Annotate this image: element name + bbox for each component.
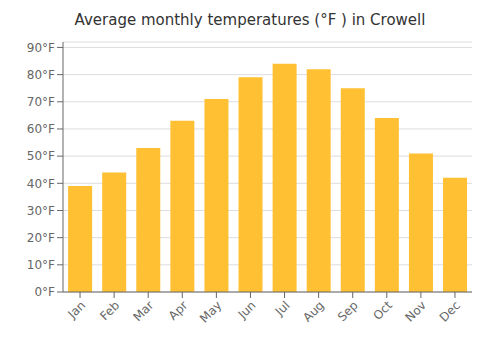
- svg-text:May: May: [197, 298, 224, 325]
- svg-text:Feb: Feb: [97, 298, 122, 323]
- svg-text:40°F: 40°F: [27, 177, 55, 191]
- svg-text:Jul: Jul: [272, 298, 293, 319]
- svg-text:80°F: 80°F: [27, 68, 55, 82]
- svg-text:30°F: 30°F: [27, 204, 55, 218]
- html-text:Average monthly temperatures (: Average monthly temperatures (°F ) in Cr…: [74, 11, 426, 29]
- svg-text:Jun: Jun: [235, 298, 259, 322]
- svg-text:Aug: Aug: [300, 298, 326, 324]
- svg-text:Sep: Sep: [335, 298, 361, 324]
- svg-text:10°F: 10°F: [27, 258, 55, 272]
- svg-text:90°F: 90°F: [27, 41, 55, 55]
- svg-text:Nov: Nov: [403, 298, 429, 324]
- svg-text:0°F: 0°F: [34, 285, 55, 299]
- svg-text:50°F: 50°F: [27, 149, 55, 163]
- svg-text:70°F: 70°F: [27, 95, 55, 109]
- svg-text:Dec: Dec: [437, 298, 463, 324]
- svg-text:Mar: Mar: [130, 298, 156, 324]
- svg-text:20°F: 20°F: [27, 231, 55, 245]
- svg-text:60°F: 60°F: [27, 122, 55, 136]
- svg-text:Oct: Oct: [370, 298, 395, 323]
- svg-text:Apr: Apr: [166, 298, 191, 323]
- svg-text:Jan: Jan: [64, 298, 88, 322]
